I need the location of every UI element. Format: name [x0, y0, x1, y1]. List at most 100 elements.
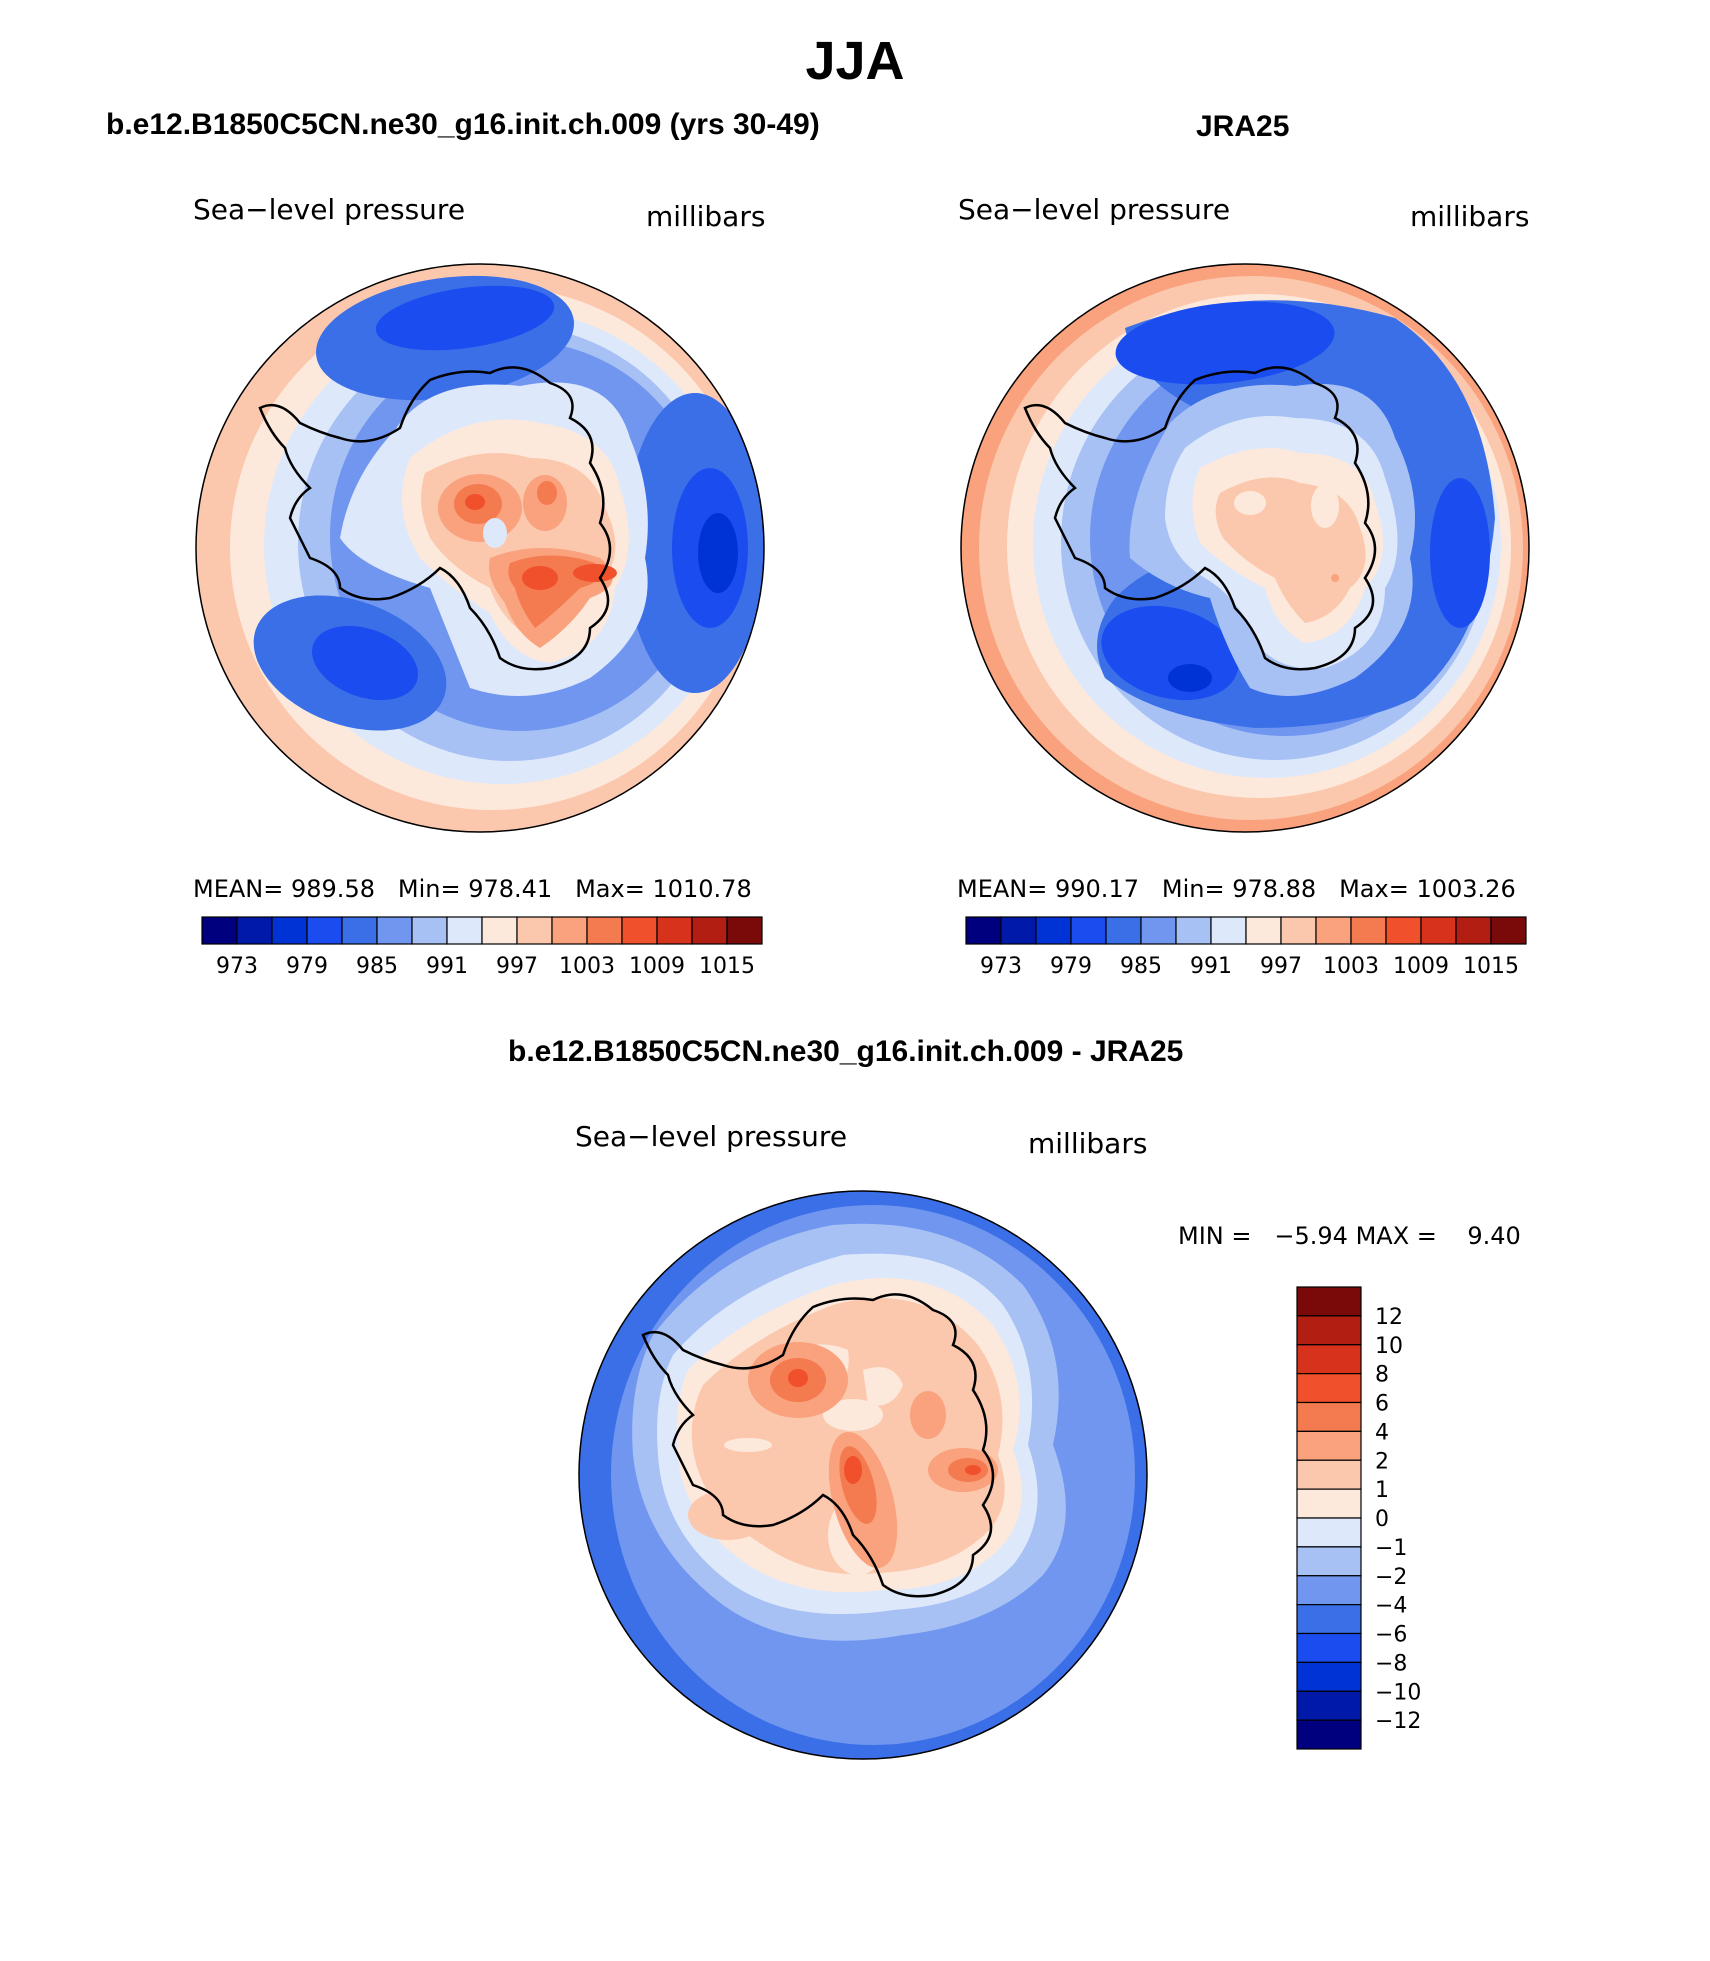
- colorbar-box-2: [1296, 1315, 1362, 1346]
- panel-2-min-value: 978.88: [1232, 875, 1317, 903]
- colorbar-box-8: [1210, 916, 1247, 945]
- panel-2-variable-label: Sea−level pressure: [958, 193, 1231, 226]
- colorbar-tick-label: −8: [1375, 1651, 1407, 1676]
- colorbar-tick-label: −10: [1375, 1680, 1421, 1705]
- colorbar-box-11: [1296, 1575, 1362, 1606]
- colorbar-tick-label: 991: [426, 954, 468, 975]
- panel-2-min-label: Min=: [1161, 875, 1225, 903]
- colorbar-tick-label: 1009: [629, 954, 685, 975]
- colorbar-tick-label: 1015: [699, 954, 755, 975]
- colorbar-box-10: [516, 916, 553, 945]
- panel-1-min-value: 978.41: [468, 875, 553, 903]
- panel-2-colorbar: 973 979 985 991 997 1003 1009 1015: [965, 916, 1527, 975]
- panel-1-colorbar: 973 979 985 991 997 1003 1009 1015: [201, 916, 763, 975]
- colorbar-tick-label: 985: [1120, 954, 1162, 975]
- colorbar-box-12: [1296, 1604, 1362, 1635]
- colorbar-box-4: [306, 916, 343, 945]
- colorbar-box-10: [1280, 916, 1317, 945]
- colorbar-box-12: [586, 916, 623, 945]
- colorbar-box-3: [1296, 1344, 1362, 1375]
- colorbar-tick-label: −4: [1375, 1594, 1407, 1619]
- panel-2-map: [960, 263, 1530, 833]
- colorbar-box-7: [1296, 1459, 1362, 1490]
- colorbar-tick-label: 0: [1375, 1507, 1389, 1532]
- colorbar-tick-label: 979: [286, 954, 328, 975]
- panel-3-stats: MIN = −5.94 MAX = 9.40: [1178, 1222, 1521, 1250]
- panel-3-min-label: MIN =: [1178, 1222, 1252, 1250]
- colorbar-box-3: [271, 916, 308, 945]
- colorbar-box-15: [1455, 916, 1492, 945]
- colorbar-box-5: [1105, 916, 1142, 945]
- colorbar-box-6: [1140, 916, 1177, 945]
- colorbar-box-13: [1296, 1632, 1362, 1663]
- colorbar-tick-label: 979: [1050, 954, 1092, 975]
- colorbar-tick-label: 973: [216, 954, 258, 975]
- colorbar-box-11: [1315, 916, 1352, 945]
- colorbar-tick-label: 4: [1375, 1420, 1389, 1445]
- panel-3-max-value: 9.40: [1467, 1222, 1521, 1250]
- panel-2-stats: MEAN= 990.17 Min= 978.88 Max= 1003.26: [957, 875, 1516, 903]
- colorbar-tick-label: 2: [1375, 1449, 1389, 1474]
- colorbar-box-9: [1245, 916, 1282, 945]
- figure-title: JJA: [805, 31, 905, 91]
- colorbar-tick-label: 997: [1260, 954, 1302, 975]
- panel-3-units-label: millibars: [1028, 1127, 1148, 1160]
- panel-1-map: [195, 263, 765, 833]
- panel-1-variable-label: Sea−level pressure: [193, 193, 466, 226]
- colorbar-box-16: [726, 916, 763, 945]
- colorbar-tick-label: 10: [1375, 1334, 1403, 1359]
- colorbar-tick-label: 6: [1375, 1392, 1389, 1417]
- colorbar-box-10: [1296, 1546, 1362, 1577]
- colorbar-box-16: [1296, 1719, 1362, 1750]
- colorbar-tick-label: 1015: [1463, 954, 1519, 975]
- colorbar-box-15: [691, 916, 728, 945]
- panel-2-max-label: Max=: [1339, 875, 1409, 903]
- colorbar-box-2: [236, 916, 273, 945]
- panel-1-max-label: Max=: [575, 875, 645, 903]
- panel-3-min-value: −5.94: [1274, 1222, 1348, 1250]
- colorbar-box-13: [621, 916, 658, 945]
- panel-2-case-title: JRA25: [1196, 110, 1290, 143]
- colorbar-box-2: [1000, 916, 1037, 945]
- colorbar-box-8: [446, 916, 483, 945]
- panel-2-mean-value: 990.17: [1055, 875, 1139, 903]
- colorbar-tick-label: 12: [1375, 1305, 1403, 1330]
- panel-2-max-value: 1003.26: [1416, 875, 1516, 903]
- colorbar-box-14: [1296, 1661, 1362, 1692]
- panel-3-variable-label: Sea−level pressure: [575, 1120, 848, 1153]
- panel-2-mean-label: MEAN=: [957, 875, 1048, 903]
- colorbar-tick-label: −12: [1375, 1709, 1421, 1734]
- colorbar-box-9: [1296, 1517, 1362, 1548]
- colorbar-tick-label: 1: [1375, 1478, 1389, 1503]
- colorbar-box-12: [1350, 916, 1387, 945]
- colorbar-box-1: [201, 916, 238, 945]
- colorbar-box-4: [1070, 916, 1107, 945]
- colorbar-box-9: [481, 916, 518, 945]
- colorbar-box-14: [1420, 916, 1457, 945]
- colorbar-box-16: [1490, 916, 1527, 945]
- panel-3-case-title: b.e12.B1850C5CN.ne30_g16.init.ch.009 - J…: [508, 1035, 1184, 1068]
- colorbar-box-1: [965, 916, 1002, 945]
- panel-1-max-value: 1010.78: [652, 875, 752, 903]
- colorbar-tick-label: 991: [1190, 954, 1232, 975]
- panel-1-mean-value: 989.58: [291, 875, 375, 903]
- colorbar-box-8: [1296, 1488, 1362, 1519]
- colorbar-box-6: [376, 916, 413, 945]
- colorbar-tick-label: 1003: [1323, 954, 1379, 975]
- colorbar-tick-label: −2: [1375, 1565, 1407, 1590]
- colorbar-box-1: [1296, 1286, 1362, 1317]
- panel-1-stats: MEAN= 989.58 Min= 978.41 Max= 1010.78: [193, 875, 752, 903]
- panel-3-map: [578, 1190, 1148, 1760]
- colorbar-box-14: [656, 916, 693, 945]
- colorbar-box-4: [1296, 1373, 1362, 1404]
- colorbar-tick-label: −1: [1375, 1536, 1407, 1561]
- colorbar-tick-label: 1009: [1393, 954, 1449, 975]
- colorbar-tick-label: 973: [980, 954, 1022, 975]
- panel-1-case-title: b.e12.B1850C5CN.ne30_g16.init.ch.009 (yr…: [106, 108, 820, 141]
- panel-3-max-label: MAX =: [1355, 1222, 1437, 1250]
- colorbar-box-11: [551, 916, 588, 945]
- panel-2-units-label: millibars: [1410, 200, 1530, 233]
- colorbar-box-3: [1035, 916, 1072, 945]
- colorbar-box-7: [411, 916, 448, 945]
